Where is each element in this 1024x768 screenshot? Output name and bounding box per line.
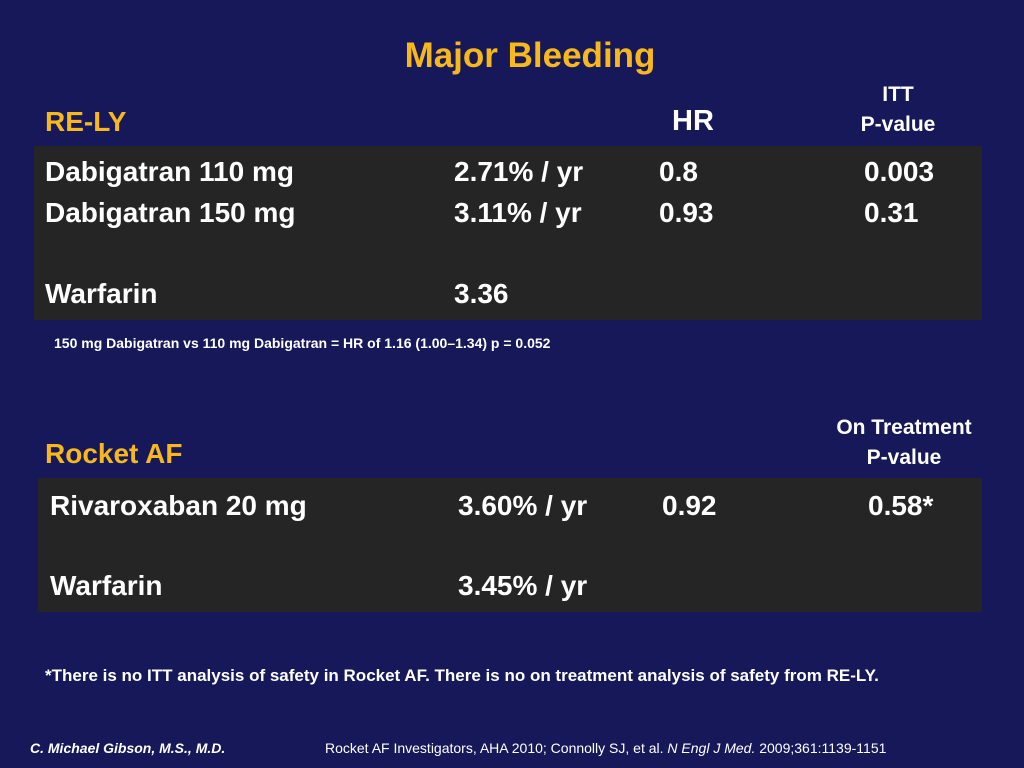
itt-pvalue-header-line2: P-value [860, 113, 936, 136]
p-value: 0.003 [864, 156, 935, 187]
drug-name: Dabigatran 110 mg [45, 156, 294, 187]
drug-name: Warfarin [50, 570, 163, 601]
citation-journal: N Engl J Med. [667, 740, 756, 756]
comparison-note: 150 mg Dabigatran vs 110 mg Dabigatran =… [54, 335, 551, 351]
bleeding-rate: 3.36 [454, 278, 509, 309]
rocket-af-table: Rivaroxaban 20 mg 3.60% / yr 0.92 0.58* … [38, 478, 982, 612]
hazard-ratio: 0.93 [659, 197, 714, 228]
itt-pvalue-header-line1: ITT [882, 83, 914, 106]
drug-name: Rivaroxaban 20 mg [50, 490, 307, 521]
on-treatment-pvalue-header: On Treatment P-value [810, 413, 998, 473]
itt-pvalue-header: ITT P-value [838, 80, 958, 140]
on-treatment-pvalue-header-line1: On Treatment [836, 416, 972, 439]
hazard-ratio: 0.92 [662, 490, 717, 521]
citation: Rocket AF Investigators, AHA 2010; Conno… [325, 740, 886, 756]
hazard-ratio: 0.8 [659, 156, 698, 187]
bleeding-rate: 3.60% / yr [458, 490, 588, 521]
author-credit: C. Michael Gibson, M.S., M.D. [30, 740, 226, 756]
p-value: 0.31 [864, 197, 919, 228]
re-ly-table: Dabigatran 110 mg 2.71% / yr 0.8 0.003 D… [34, 146, 982, 320]
rocket-af-section-title: Rocket AF [45, 438, 183, 469]
citation-text: Rocket AF Investigators, AHA 2010; Conno… [325, 740, 668, 756]
bleeding-rate: 3.45% / yr [458, 570, 588, 601]
drug-name: Warfarin [45, 278, 158, 309]
bleeding-rate: 3.11% / yr [454, 197, 582, 228]
re-ly-section-title: RE-LY [45, 106, 127, 137]
footnote: *There is no ITT analysis of safety in R… [45, 666, 879, 685]
on-treatment-pvalue-header-line2: P-value [866, 446, 942, 469]
drug-name: Dabigatran 150 mg [45, 197, 296, 228]
slide-title: Major Bleeding [404, 36, 656, 75]
citation-volume: 2009;361:1139-1151 [755, 740, 887, 756]
bleeding-rate: 2.71% / yr [454, 156, 584, 187]
hr-column-header: HR [672, 105, 714, 137]
p-value: 0.58* [868, 490, 934, 521]
